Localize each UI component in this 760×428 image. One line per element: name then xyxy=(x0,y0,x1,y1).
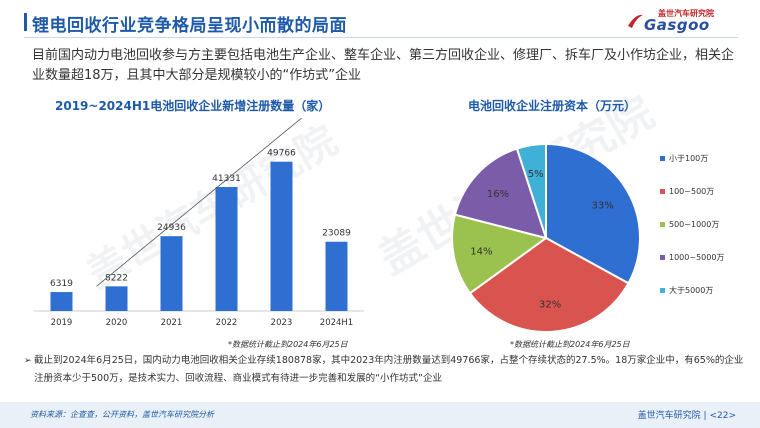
bar-2023 xyxy=(270,161,293,311)
legend-item-0: 小于100万 xyxy=(660,153,750,164)
bar-2022 xyxy=(215,187,238,311)
bullet-arrow-icon: ➢ xyxy=(24,356,32,366)
tick-label-2023: 2023 xyxy=(271,318,293,328)
legend-item-2: 500~1000万 xyxy=(660,219,750,230)
footer-org-name: 盖世汽车研究院 xyxy=(637,411,701,421)
pie-slice-2 xyxy=(451,213,549,295)
data-label-2019: 6319 xyxy=(50,279,73,289)
bar-2021 xyxy=(160,236,183,311)
page-title: 锂电回收行业竞争格局呈现小而散的局面 xyxy=(32,16,347,36)
pie-label-0: 33% xyxy=(592,201,614,212)
legend-label: 小于100万 xyxy=(669,154,709,163)
summary-text: 截止到2024年6月25日，国内动力电池回收相关企业存续180878家，其中20… xyxy=(34,355,744,384)
pie-chart: 33% 32% 14% 16% 5% xyxy=(451,142,641,333)
legend-item-4: 大于5000万 xyxy=(660,285,750,296)
pie-label-2: 14% xyxy=(470,246,492,257)
legend-swatch-icon xyxy=(660,222,665,227)
pie-slice-4 xyxy=(515,142,547,239)
logo-swoosh-icon xyxy=(628,14,643,28)
data-label-2020: 8222 xyxy=(105,273,128,283)
pie-slice-1 xyxy=(468,236,630,333)
logo-text-en: Gasgoo xyxy=(644,16,710,34)
legend-item-3: 1000~5000万 xyxy=(660,252,750,263)
legend-swatch-icon xyxy=(660,288,665,293)
legend-label: 500~1000万 xyxy=(669,220,720,229)
legend-label: 大于5000万 xyxy=(669,286,714,295)
data-label-2021: 24936 xyxy=(157,223,186,233)
bar-chart: 6319 2019 8222 2020 24936 2021 41331 2022 49766 2… xyxy=(34,118,364,328)
pie-label-4: 5% xyxy=(528,169,544,180)
bar-2024H1 xyxy=(325,241,348,311)
bar-2019 xyxy=(50,292,73,311)
data-label-2023: 49766 xyxy=(267,149,296,159)
tick-label-2019: 2019 xyxy=(51,318,73,328)
tick-label-2020: 2020 xyxy=(106,318,128,328)
pie-chart-title: 电池回收企业注册资本（万元） xyxy=(468,99,637,113)
tick-label-2024H1: 2024H1 xyxy=(320,318,353,328)
bar-chart-title: 2019~2024H1电池回收企业新增注册数量（家） xyxy=(55,99,331,113)
legend-label: 1000~5000万 xyxy=(669,253,725,262)
data-label-2024H1: 23089 xyxy=(322,229,351,239)
footer-org: 盖世汽车研究院 | <22> xyxy=(637,411,736,421)
trend-line xyxy=(96,118,303,287)
intro-paragraph: 目前国内动力电池回收参与方主要包括电池生产企业、整车企业、第三方回收企业、修理厂… xyxy=(32,48,735,83)
title-divider xyxy=(24,37,738,38)
logo-text-cn: 盖世汽车研究院 xyxy=(658,9,714,18)
legend-label: 100~500万 xyxy=(669,187,715,196)
footer-bar: 资料来源：企查查，公开资料，盖世汽车研究院分析 盖世汽车研究院 | <22> xyxy=(0,402,760,428)
tick-label-2022: 2022 xyxy=(216,318,238,328)
page-number: <22> xyxy=(709,411,736,421)
pie-slice-0 xyxy=(545,142,641,285)
brand-logo: 盖世汽车研究院 Gasgoo xyxy=(622,8,734,34)
footer-source: 资料来源：企查查，公开资料，盖世汽车研究院分析 xyxy=(30,410,214,419)
pie-label-1: 32% xyxy=(539,300,561,311)
tick-label-2021: 2021 xyxy=(161,318,183,328)
legend-swatch-icon xyxy=(660,189,665,194)
pie-chart-note: *数据统计截止到2024年6月25日 xyxy=(510,340,630,349)
pie-label-3: 16% xyxy=(487,189,509,200)
legend-swatch-icon xyxy=(660,255,665,260)
legend-swatch-icon xyxy=(660,156,665,161)
title-accent-bar xyxy=(24,13,27,31)
data-label-2022: 41331 xyxy=(212,174,241,184)
pie-legend: 小于100万 100~500万 500~1000万 1000~5000万 大于5000万 xyxy=(660,153,750,318)
summary-bullet: ➢ 截止到2024年6月25日，国内动力电池回收相关企业存续180878家，其中… xyxy=(24,352,746,388)
bar-2020 xyxy=(105,286,128,311)
bar-chart-note: *数据统计截止到2024年6月25日 xyxy=(228,340,348,349)
legend-item-1: 100~500万 xyxy=(660,186,750,197)
